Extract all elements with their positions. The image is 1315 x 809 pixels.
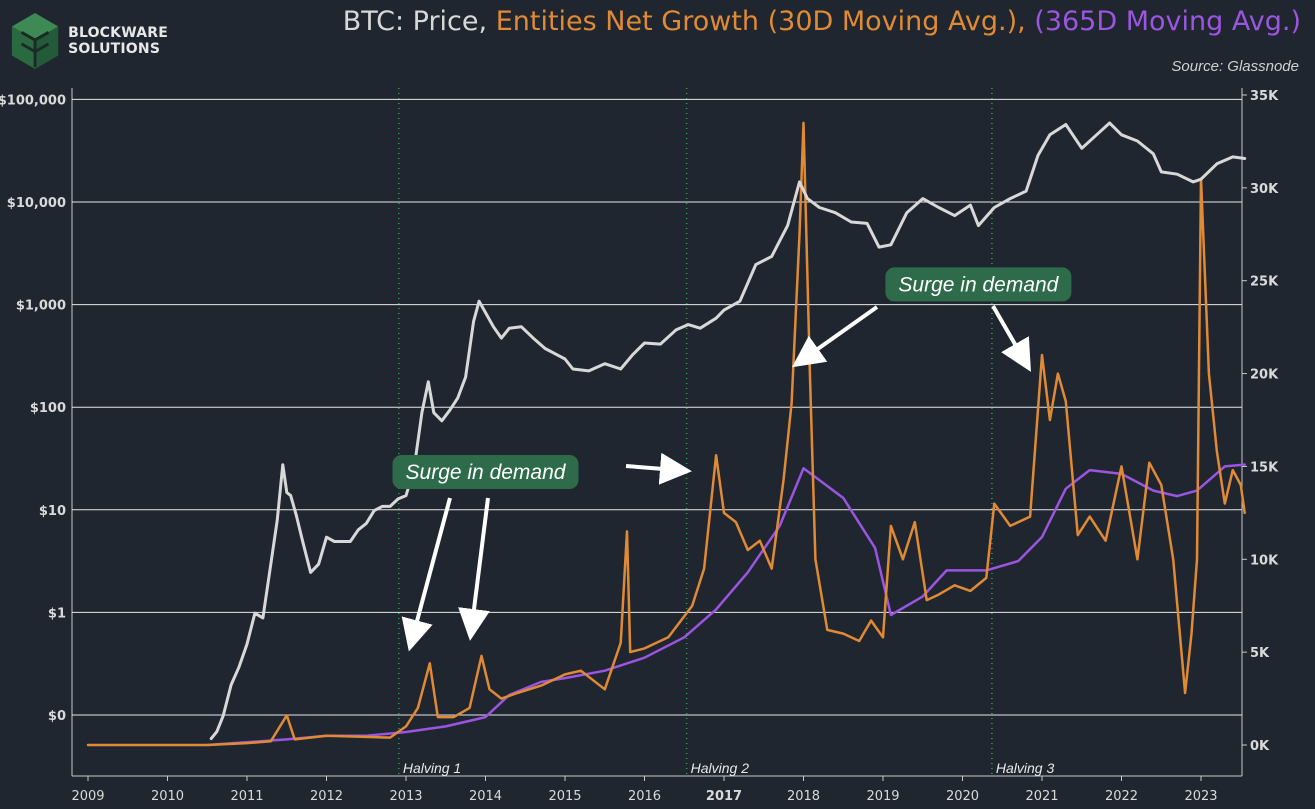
callout-arrow — [791, 305, 879, 368]
callout-arrow — [401, 497, 452, 652]
callout-arrow — [625, 452, 692, 485]
callout-arrow — [458, 497, 490, 641]
y-left-tick-label: $1,000 — [16, 299, 66, 314]
x-axis: 2009 2010 2011 2012 2013 2014 2015 2016 2017 2018… — [71, 776, 1218, 804]
y-right-tick-label: 25K — [1250, 275, 1279, 290]
logo: BLOCKWARE SOLUTIONS — [8, 8, 168, 74]
halving-lines: Halving 1 Halving 2 Halving 3 — [398, 88, 1055, 776]
title-ma: (365D Moving Avg.) — [1034, 6, 1301, 37]
entities-growth-series-line — [86, 121, 1246, 747]
x-tick-label: 2017 — [706, 789, 742, 804]
y-right-tick-label: 30K — [1250, 182, 1279, 197]
x-tick-label: 2023 — [1184, 789, 1217, 804]
ma365-series-line — [206, 463, 1246, 747]
y-right-tick-label: 0K — [1250, 739, 1270, 754]
callout-box — [392, 455, 579, 489]
x-tick-label: 2022 — [1105, 789, 1138, 804]
logo-line2: SOLUTIONS — [68, 41, 161, 57]
title-price: BTC: Price, — [342, 6, 488, 37]
halving-label: Halving 1 — [403, 760, 461, 776]
x-tick-label: 2014 — [469, 789, 502, 804]
right-axis: 0K 5K 10K 15K 20K 25K 30K 35K — [1242, 89, 1279, 754]
source-note: Source: Glassnode — [1171, 58, 1299, 75]
y-left-tick-label: $0 — [48, 709, 66, 724]
x-tick-label: 2012 — [310, 789, 343, 804]
left-axis: $0 $1 $10 $100 $1,000 $10,000 $100,000 — [0, 93, 66, 724]
callout-text: Surge in demand — [406, 461, 567, 484]
y-left-tick-label: $10 — [39, 504, 66, 519]
y-right-tick-label: 15K — [1250, 460, 1279, 475]
x-tick-label: 2011 — [230, 789, 263, 804]
x-tick-label: 2010 — [151, 789, 184, 804]
price-series-line — [209, 121, 1247, 741]
y-right-tick-label: 10K — [1250, 553, 1279, 568]
logo-text: BLOCKWARE SOLUTIONS — [68, 25, 168, 57]
x-tick-label: 2009 — [71, 789, 104, 804]
x-tick-label: 2019 — [866, 789, 899, 804]
x-tick-label: 2015 — [548, 789, 581, 804]
callout-text: Surge in demand — [898, 273, 1059, 296]
chart-title: BTC: Price, Entities Net Growth (30D Mov… — [343, 6, 1301, 37]
blockware-cube-logo-icon — [11, 12, 59, 70]
y-right-tick-label: 35K — [1250, 89, 1279, 104]
x-tick-label: 2013 — [389, 789, 422, 804]
annotations — [401, 305, 1031, 652]
x-tick-label: 2018 — [787, 789, 820, 804]
grid — [71, 88, 1243, 777]
y-left-tick-label: $1 — [48, 606, 66, 621]
x-tick-label: 2021 — [1025, 789, 1058, 804]
series-layer — [86, 121, 1247, 747]
y-right-tick-label: 20K — [1250, 368, 1279, 383]
halving-label: Halving 2 — [691, 760, 750, 776]
callouts: Surge in demand Surge in demand — [392, 267, 1072, 489]
halving-label: Halving 3 — [996, 760, 1055, 776]
x-tick-label: 2016 — [628, 789, 661, 804]
y-left-tick-label: $10,000 — [7, 196, 66, 211]
callout-arrow — [991, 305, 1031, 372]
y-left-tick-label: $100 — [30, 401, 66, 416]
y-left-tick-label: $100,000 — [0, 93, 66, 108]
logo-line1: BLOCKWARE — [68, 25, 168, 41]
title-growth: Entities Net Growth (30D Moving Avg.), — [495, 6, 1026, 37]
callout-box — [885, 267, 1072, 302]
y-right-tick-label: 5K — [1250, 646, 1270, 661]
x-tick-label: 2020 — [946, 789, 979, 804]
